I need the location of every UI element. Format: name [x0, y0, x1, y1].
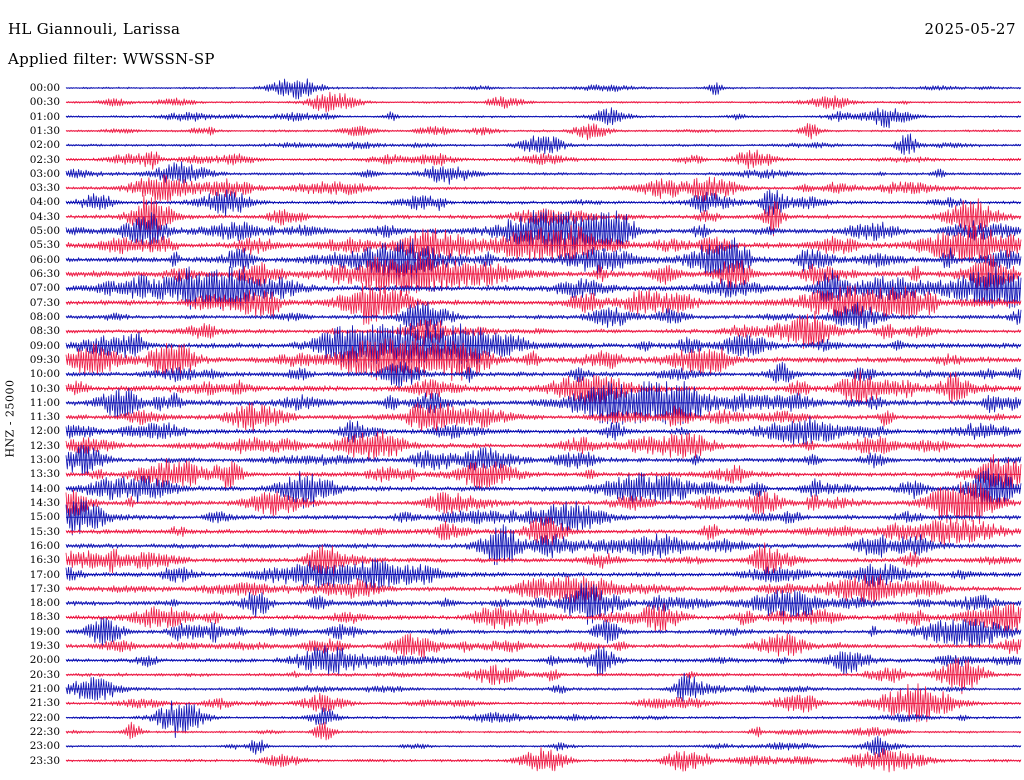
applied-filter-label: Applied filter: WWSSN-SP: [8, 50, 215, 68]
time-label: 17:30: [29, 582, 60, 595]
time-label: 19:00: [29, 625, 60, 638]
time-label: 02:30: [29, 153, 60, 166]
record-date: 2025-05-27: [924, 20, 1016, 38]
time-label: 04:00: [29, 196, 60, 209]
time-label: 21:30: [29, 697, 60, 710]
seismogram-trace: [65, 430, 1022, 462]
time-label: 04:30: [29, 210, 60, 223]
time-label: 05:30: [29, 239, 60, 252]
seismogram-trace: [65, 107, 1022, 129]
time-label: 20:00: [29, 654, 60, 667]
seismogram-trace: [65, 174, 1022, 203]
seismogram-trace: [65, 133, 1022, 156]
time-label: 21:00: [29, 683, 60, 696]
seismogram-trace: [65, 574, 1022, 606]
seismogram-trace: [65, 524, 1022, 566]
seismogram-trace: [65, 402, 1022, 434]
time-label: 14:00: [29, 482, 60, 495]
time-label: 13:00: [29, 454, 60, 467]
seismogram-trace: [65, 370, 1022, 407]
time-label: 01:00: [29, 110, 60, 123]
time-label: 20:30: [29, 668, 60, 681]
time-label: 07:00: [29, 282, 60, 295]
time-label: 17:00: [29, 568, 60, 581]
seismogram-trace: [65, 266, 1022, 311]
time-label: 03:30: [29, 182, 60, 195]
time-label: 15:30: [29, 525, 60, 538]
time-label: 01:30: [29, 124, 60, 137]
seismogram-trace: [65, 78, 1022, 100]
seismogram-trace: [65, 253, 1022, 297]
station-title: HL Giannouli, Larissa: [8, 20, 181, 38]
seismogram-trace: [65, 468, 1022, 509]
time-label: 00:00: [29, 82, 60, 94]
time-label: 12:00: [29, 425, 60, 438]
time-label: 13:30: [29, 468, 60, 481]
seismogram-trace: [65, 310, 1022, 350]
seismogram-trace: [65, 209, 1022, 253]
time-label: 22:00: [29, 711, 60, 724]
time-label: 14:30: [29, 496, 60, 509]
time-label: 05:00: [29, 225, 60, 238]
seismogram-trace: [65, 735, 1022, 758]
time-label: 18:00: [29, 597, 60, 610]
time-label: 16:00: [29, 539, 60, 552]
time-label: 22:30: [29, 725, 60, 738]
time-axis: 00:00 00:30 01:00 01:30 02:00 02:30 03:00 03:30…: [0, 0, 62, 780]
time-label: 02:00: [29, 139, 60, 152]
seismogram-trace: [65, 224, 1022, 264]
seismogram-trace: [65, 683, 1022, 723]
seismogram-trace: [65, 672, 1022, 702]
time-label: 08:00: [29, 310, 60, 323]
time-label: 07:30: [29, 296, 60, 309]
seismogram-trace: [65, 323, 1022, 368]
time-label: 23:00: [29, 740, 60, 753]
time-label: 11:30: [29, 411, 60, 424]
time-label: 09:30: [29, 353, 60, 366]
time-label: 09:00: [29, 339, 60, 352]
time-label: 12:30: [29, 439, 60, 452]
time-label: 10:00: [29, 368, 60, 381]
seismogram-trace: [65, 542, 1022, 577]
time-label: 11:00: [29, 396, 60, 409]
seismogram-trace: [65, 747, 1022, 773]
seismogram-trace: [65, 380, 1022, 425]
time-label: 23:30: [29, 754, 60, 767]
seismogram-trace: [65, 645, 1022, 676]
time-label: 18:30: [29, 611, 60, 624]
time-label: 06:30: [29, 268, 60, 281]
time-label: 00:30: [29, 96, 60, 109]
time-label: 03:00: [29, 167, 60, 180]
time-label: 08:30: [29, 325, 60, 338]
seismogram-trace: [65, 617, 1022, 649]
time-label: 16:30: [29, 554, 60, 567]
time-label: 10:30: [29, 382, 60, 395]
time-label: 15:00: [29, 511, 60, 524]
time-label: 06:00: [29, 253, 60, 266]
seismogram-trace: [65, 161, 1022, 185]
seismogram-trace: [65, 282, 1022, 326]
time-label: 19:30: [29, 640, 60, 653]
